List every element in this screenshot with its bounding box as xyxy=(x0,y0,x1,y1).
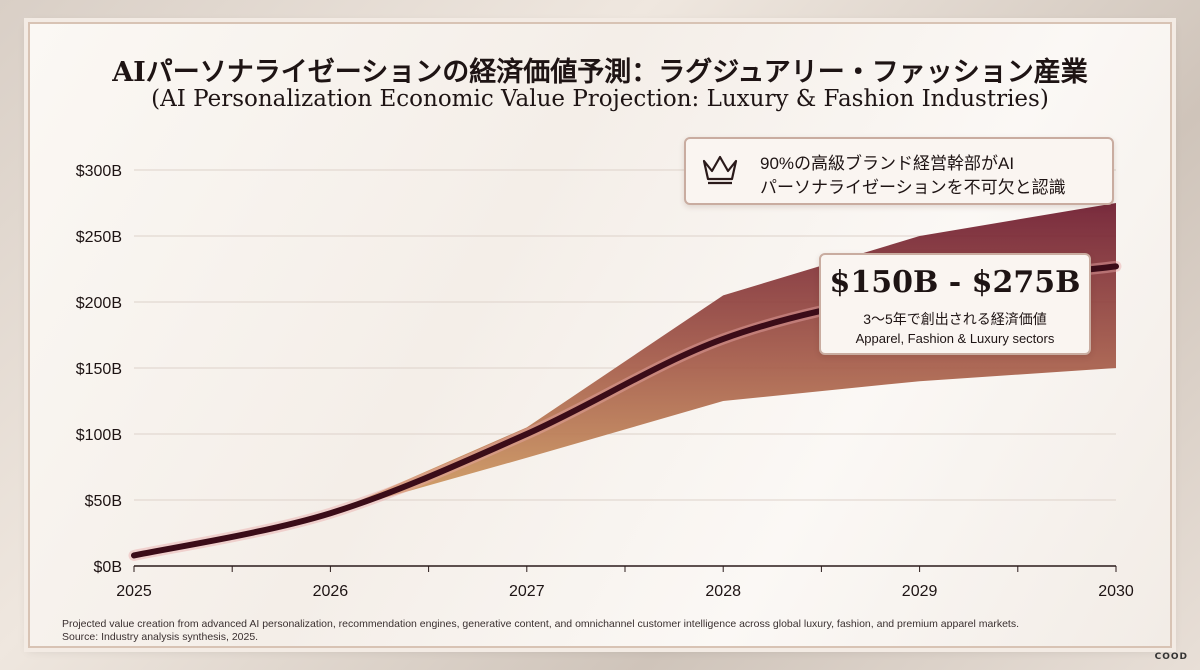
x-tick-label: 2030 xyxy=(1098,583,1134,600)
value-range-callout: $150B - $275B 3〜5年で創出される経済価値 Apparel, Fa… xyxy=(819,253,1091,355)
value-description: 3〜5年で創出される経済価値 xyxy=(863,311,1047,327)
footnote-source: Source: Industry analysis synthesis, 202… xyxy=(62,631,259,643)
value-sectors: Apparel, Fashion & Luxury sectors xyxy=(855,331,1055,346)
y-tick-label: $200B xyxy=(76,295,122,312)
footnote: Projected value creation from advanced A… xyxy=(62,618,1162,644)
x-tick-label: 2026 xyxy=(313,583,349,600)
executive-insight-callout: 90%の高級ブランド経営幹部がAI パーソナライゼーションを不可欠と認識 xyxy=(684,137,1114,205)
x-tick-label: 2029 xyxy=(902,583,938,600)
footnote-description: Projected value creation from advanced A… xyxy=(62,618,1020,630)
x-tick-label: 2028 xyxy=(705,583,741,600)
brand-logo: COOD xyxy=(1154,652,1188,662)
crown-icon xyxy=(702,155,738,185)
x-tick-label: 2027 xyxy=(509,583,545,600)
value-range: $150B - $275B xyxy=(829,265,1081,300)
chart-title: AIパーソナライゼーションの経済価値予測：ラグジュアリー・ファッション産業 xyxy=(112,57,1088,88)
x-tick-label: 2025 xyxy=(116,583,152,600)
chart-subtitle: (AI Personalization Economic Value Proje… xyxy=(151,86,1049,112)
callout-line-2: パーソナライゼーションを不可欠と認識 xyxy=(760,178,1066,197)
y-tick-label: $250B xyxy=(76,229,122,246)
y-tick-label: $0B xyxy=(94,559,122,576)
y-tick-label: $100B xyxy=(76,427,122,444)
y-tick-label: $300B xyxy=(76,163,122,180)
callout-line-1: 90%の高級ブランド経営幹部がAI xyxy=(760,154,1015,173)
y-tick-label: $150B xyxy=(76,361,122,378)
y-tick-label: $50B xyxy=(85,493,122,510)
